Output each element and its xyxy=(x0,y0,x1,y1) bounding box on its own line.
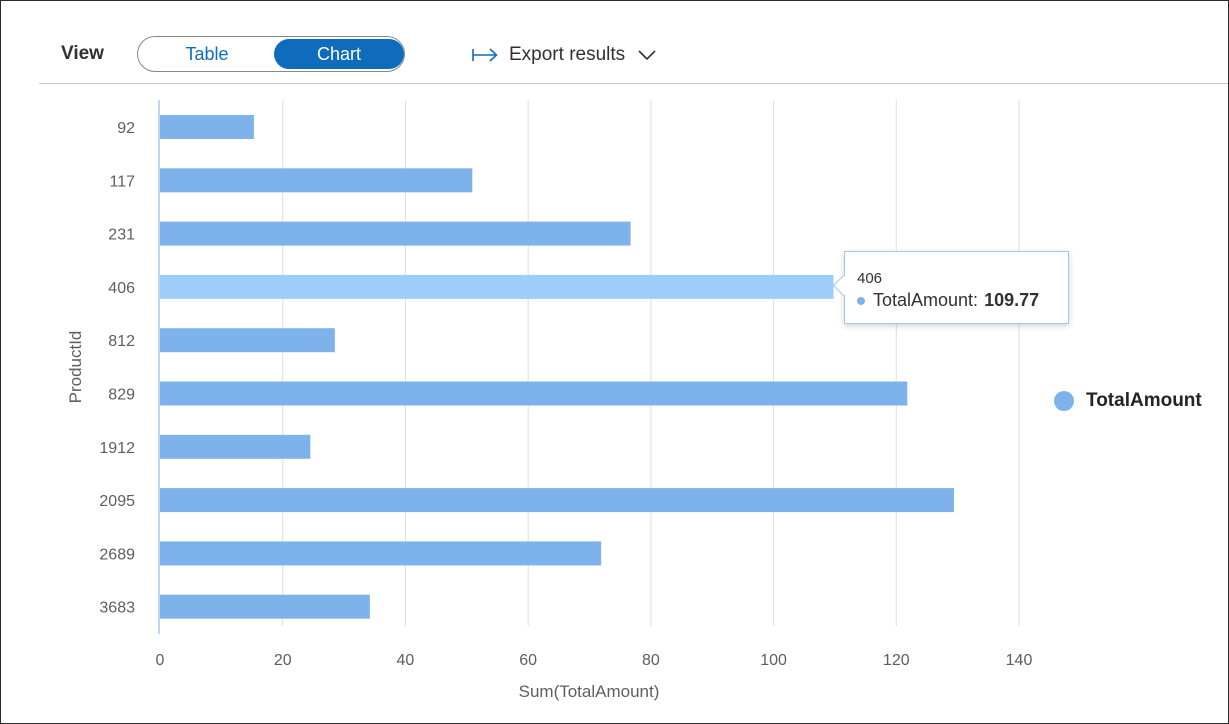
x-axis-title: Sum(TotalAmount) xyxy=(519,682,660,701)
export-results-button[interactable]: Export results xyxy=(471,41,657,69)
y-tick-label: 117 xyxy=(109,173,135,190)
x-tick-label: 140 xyxy=(1006,652,1033,669)
y-tick-label: 2689 xyxy=(99,546,135,563)
y-tick-label: 3683 xyxy=(99,600,135,617)
x-tick-label: 0 xyxy=(156,652,165,669)
chart-legend[interactable]: TotalAmount xyxy=(1054,390,1202,412)
view-label: View xyxy=(61,43,104,64)
arrow-right-icon xyxy=(472,48,498,62)
y-tick-label: 231 xyxy=(108,227,135,244)
chart-view-button[interactable]: Chart xyxy=(274,39,404,69)
x-tick-label: 120 xyxy=(883,652,910,669)
bar[interactable] xyxy=(160,541,602,566)
y-tick-label: 829 xyxy=(108,387,135,404)
bar[interactable] xyxy=(160,168,473,193)
bar[interactable] xyxy=(160,594,370,619)
y-axis-title: ProductId xyxy=(66,331,85,404)
table-view-button[interactable]: Table xyxy=(185,44,229,64)
y-tick-label: 406 xyxy=(108,280,135,297)
results-toolbar: View Table Chart Export results xyxy=(39,1,1228,84)
bar[interactable] xyxy=(160,221,631,246)
bar[interactable] xyxy=(160,328,335,353)
bar[interactable] xyxy=(160,115,254,139)
x-tick-label: 60 xyxy=(519,652,537,669)
y-tick-label: 2095 xyxy=(99,493,135,510)
tooltip-series-label: TotalAmount: xyxy=(873,290,979,310)
bar[interactable] xyxy=(160,381,908,406)
view-toggle: Table Chart xyxy=(137,36,405,72)
x-tick-label: 20 xyxy=(274,652,292,669)
chevron-down-icon[interactable] xyxy=(637,48,657,62)
x-tick-label: 100 xyxy=(760,652,787,669)
y-tick-label: 92 xyxy=(117,120,135,137)
x-tick-label: 80 xyxy=(642,652,660,669)
tooltip-value: 109.77 xyxy=(984,290,1040,310)
y-tick-label: 812 xyxy=(108,333,135,350)
tooltip-title: 406 xyxy=(857,270,883,287)
x-tick-label: 40 xyxy=(397,652,415,669)
tooltip-row: TotalAmount: 109.77 xyxy=(857,290,1039,311)
y-tick-label: 1912 xyxy=(99,440,135,457)
chart-tooltip: 406 TotalAmount: 109.77 xyxy=(832,251,1069,324)
legend-series-dot xyxy=(1054,391,1074,411)
bar[interactable] xyxy=(160,274,834,299)
tooltip-series-dot xyxy=(857,296,865,305)
legend-series-label: TotalAmount xyxy=(1086,390,1202,411)
export-results-label: Export results xyxy=(509,44,626,65)
bar[interactable] xyxy=(160,488,954,513)
bar[interactable] xyxy=(160,434,311,459)
